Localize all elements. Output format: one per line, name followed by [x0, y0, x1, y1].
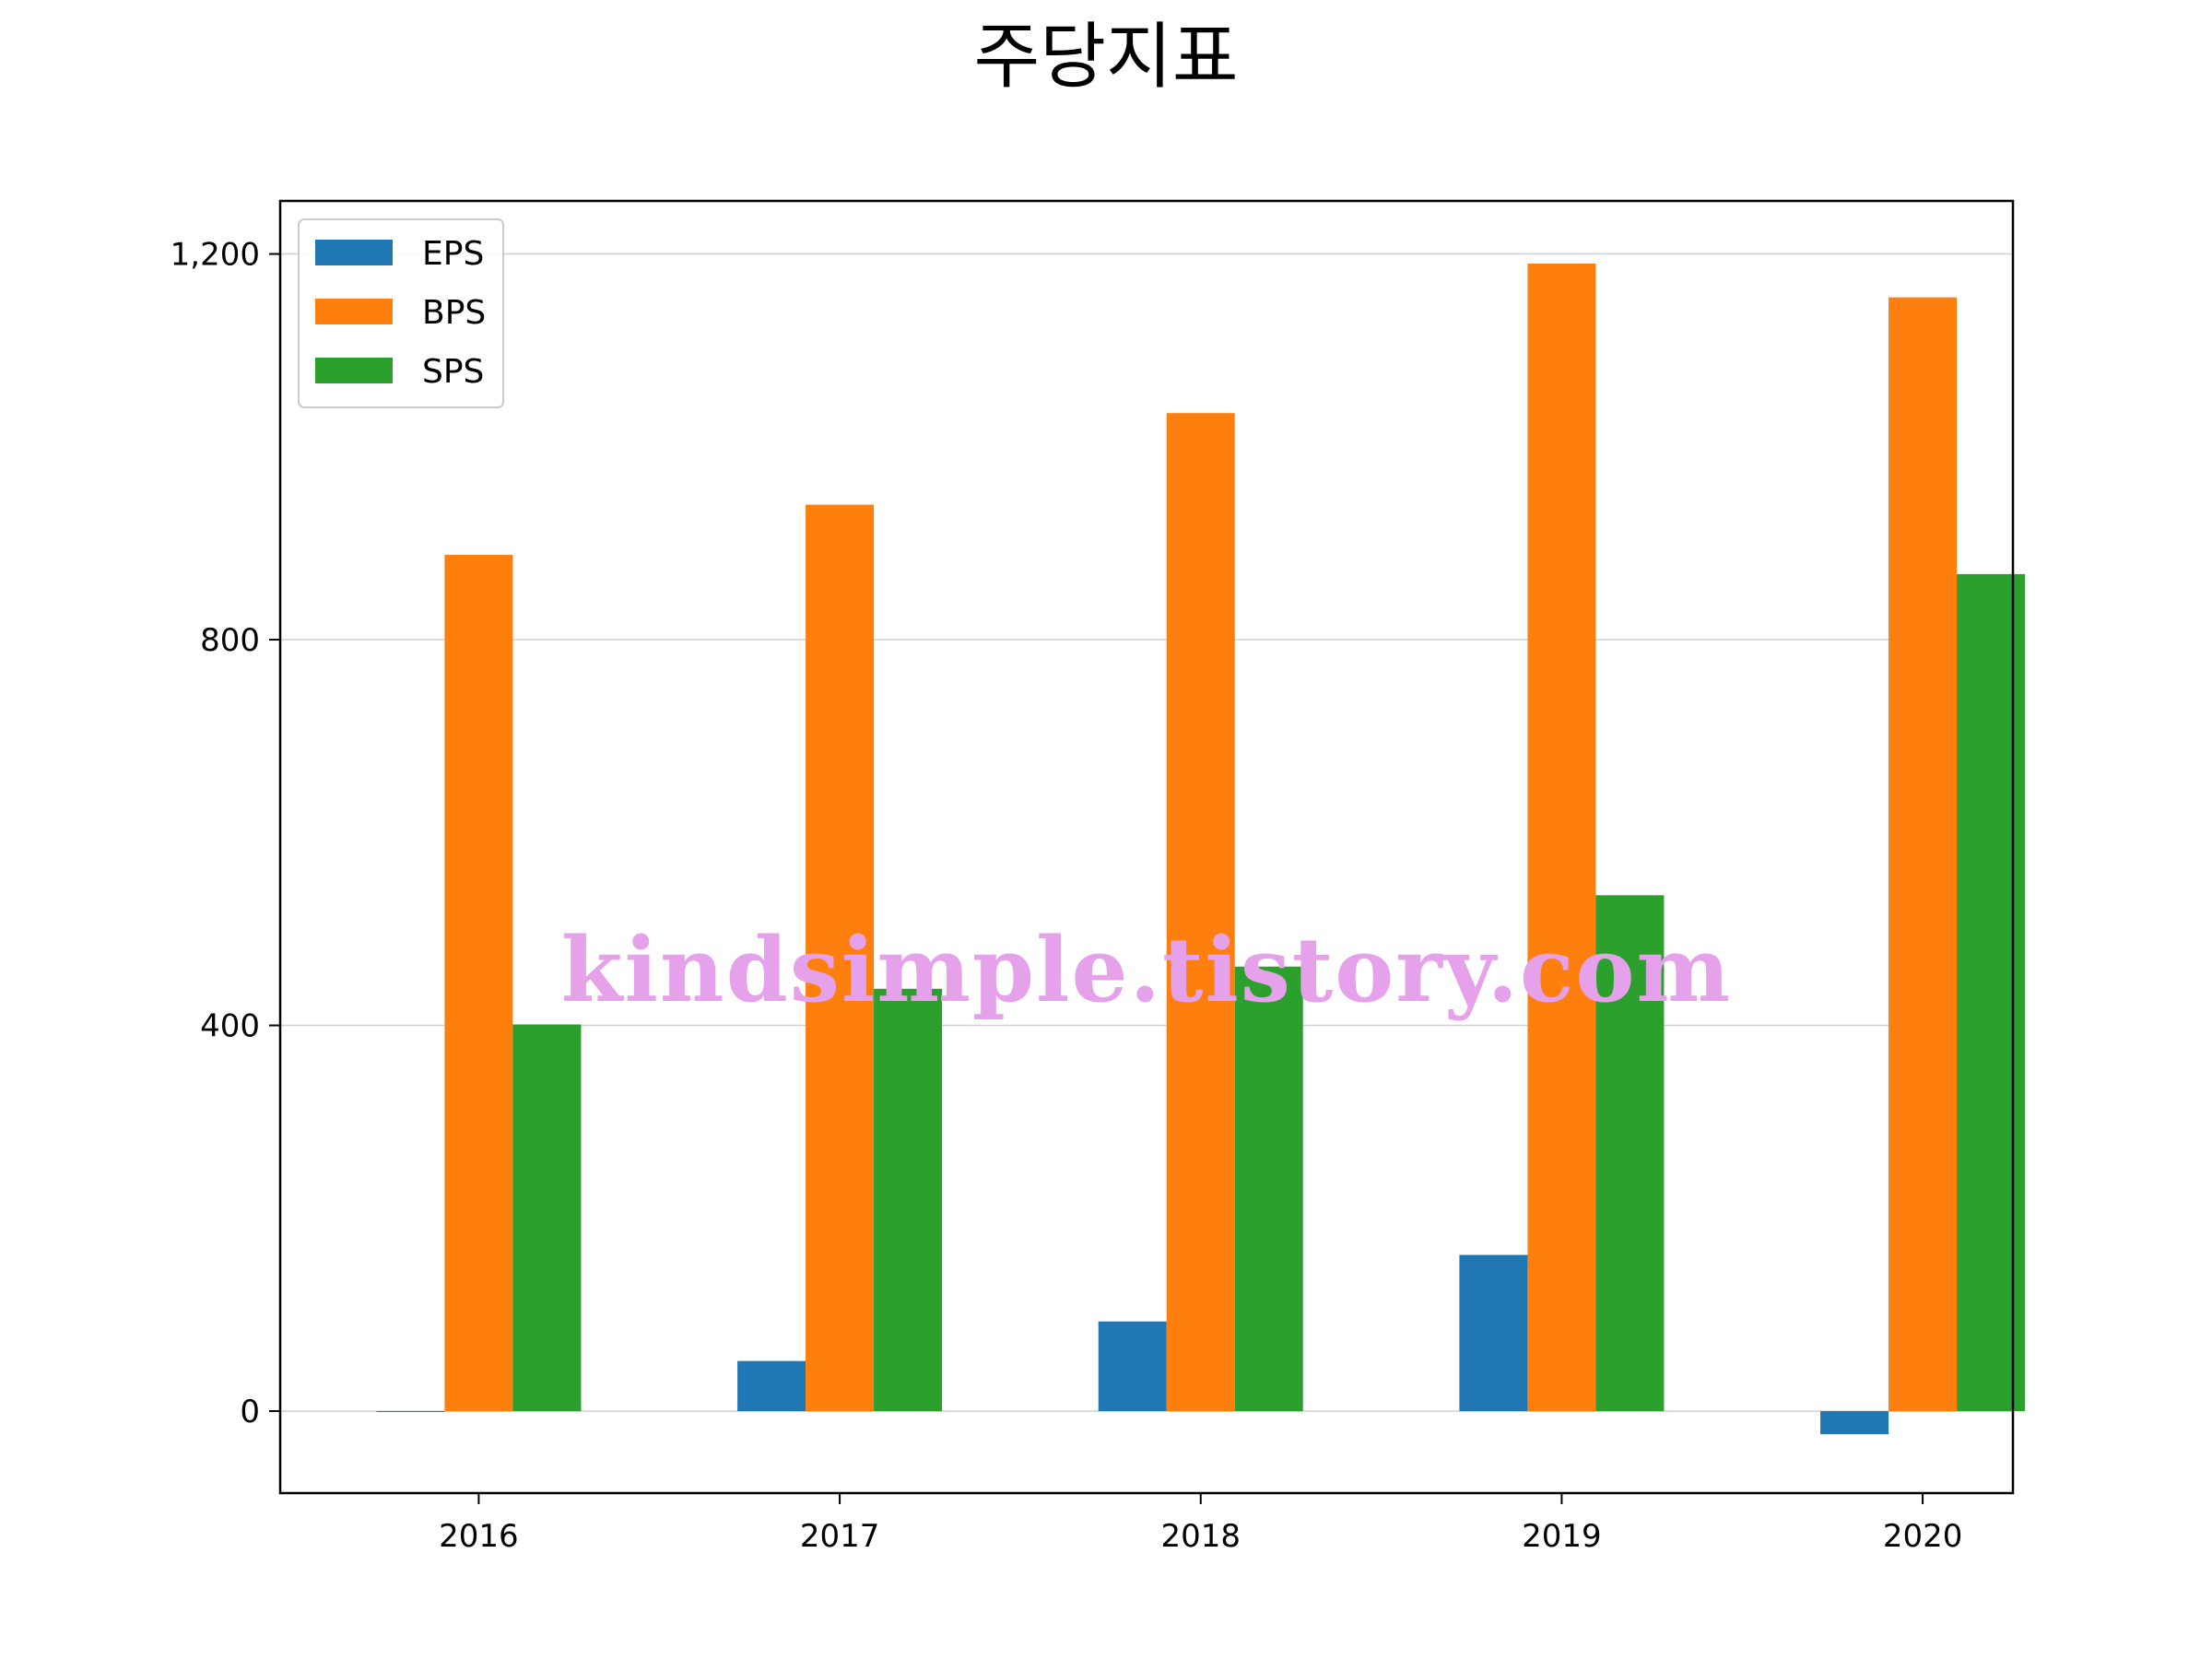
legend-label-sps: SPS [422, 353, 484, 391]
y-tick-label: 400 [200, 1008, 260, 1045]
bar-bps-2018 [1166, 413, 1235, 1412]
bar-sps-2019 [1595, 895, 1665, 1412]
x-tick-label: 2018 [1160, 1518, 1241, 1555]
bar-sps-2020 [1957, 573, 2026, 1412]
bar-sps-2018 [1234, 966, 1303, 1412]
chart-title: 주당지표 [973, 16, 1238, 99]
y-tick-label: 800 [200, 622, 260, 659]
bar-eps-2017 [737, 1360, 806, 1412]
bars [376, 264, 2026, 1435]
y-axis: 0 400 800 1,200 [171, 237, 280, 1430]
bar-bps-2016 [444, 554, 513, 1412]
bar-sps-2017 [874, 988, 943, 1412]
legend-swatch-bps [315, 299, 393, 324]
bar-bps-2017 [806, 504, 875, 1412]
x-tick-label: 2020 [1883, 1518, 1963, 1555]
bar-bps-2019 [1527, 264, 1596, 1412]
y-tick-label: 1,200 [171, 237, 260, 274]
bar-eps-2020 [1820, 1411, 1889, 1435]
x-tick-label: 2019 [1522, 1518, 1602, 1555]
legend: EPS BPS SPS [298, 218, 504, 408]
plot-frame [278, 199, 2015, 1495]
bar-eps-2018 [1098, 1321, 1167, 1412]
x-tick-label: 2017 [800, 1518, 880, 1555]
legend-label-eps: EPS [422, 235, 484, 273]
bar-sps-2016 [512, 1024, 582, 1412]
x-tick-label: 2016 [439, 1518, 519, 1555]
legend-swatch-eps [315, 240, 393, 265]
bar-eps-2019 [1459, 1254, 1528, 1412]
legend-label-bps: BPS [422, 294, 486, 332]
watermark-text: kindsimple.tistory.com [561, 918, 1732, 1022]
legend-swatch-sps [315, 358, 393, 383]
x-axis: 2016 2017 2018 2019 2020 [439, 1493, 1962, 1555]
y-tick-label: 0 [240, 1394, 260, 1430]
bar-bps-2020 [1888, 297, 1958, 1412]
bar-eps-2016 [376, 1411, 445, 1413]
